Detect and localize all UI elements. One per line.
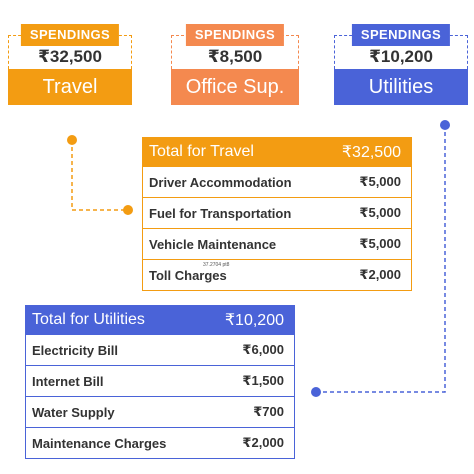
utilities-card-tag: SPENDINGS xyxy=(351,24,451,46)
row-label: Electricity Bill xyxy=(32,342,118,358)
travel-table-title: Total for Travel xyxy=(149,143,254,160)
row-label: Internet Bill xyxy=(32,373,104,389)
row-label: Water Supply xyxy=(32,404,115,420)
row-value: ₹2,000 xyxy=(242,435,284,450)
travel-connector-dot-end xyxy=(123,205,133,215)
travel-table-header: Total for Travel ₹32,500 xyxy=(143,138,411,166)
travel-breakdown-table: Total for Travel ₹32,500 Driver Accommod… xyxy=(142,137,412,291)
utilities-breakdown-table: Total for Utilities ₹10,200 Electricity … xyxy=(25,305,295,459)
utilities-connector-dot-end xyxy=(311,387,321,397)
table-row: Internet Bill ₹1,500 xyxy=(26,365,294,396)
utilities-connector-dot-start xyxy=(440,120,450,130)
row-label: Fuel for Transportation xyxy=(149,205,292,221)
table-row: Water Supply ₹700 xyxy=(26,396,294,427)
row-label: Toll Charges xyxy=(149,267,227,283)
table-row: Electricity Bill ₹6,000 xyxy=(26,334,294,365)
travel-card-tag: SPENDINGS xyxy=(20,24,120,46)
row-label: Vehicle Maintenance xyxy=(149,236,277,252)
row-value: ₹5,000 xyxy=(359,174,401,189)
utilities-connector xyxy=(316,125,446,393)
utilities-card-label: Utilities xyxy=(334,69,468,105)
row-label: Driver Accommodation xyxy=(149,174,292,190)
table-row: Maintenance Charges ₹2,000 xyxy=(26,427,294,458)
table-row: 37.2704 pt8 Toll Charges ₹2,000 xyxy=(143,259,411,290)
row-value: ₹5,000 xyxy=(359,236,401,251)
row-label: Maintenance Charges xyxy=(32,435,167,451)
office-supplies-card: SPENDINGS ₹8,500 Office Sup. xyxy=(171,24,299,106)
size-note: 37.2704 pt8 xyxy=(203,262,230,268)
utilities-card: SPENDINGS ₹10,200 Utilities xyxy=(334,24,468,106)
travel-connector-dot-start xyxy=(67,135,77,145)
office-supplies-card-tag: SPENDINGS xyxy=(185,24,285,46)
row-value: ₹700 xyxy=(253,404,284,419)
utilities-table-header: Total for Utilities ₹10,200 xyxy=(26,306,294,334)
row-value: ₹1,500 xyxy=(242,373,284,388)
table-row: Vehicle Maintenance ₹5,000 xyxy=(143,228,411,259)
row-value: ₹2,000 xyxy=(359,267,401,282)
travel-table-total: ₹32,500 xyxy=(341,144,401,161)
utilities-table-title: Total for Utilities xyxy=(32,311,145,328)
office-supplies-card-label: Office Sup. xyxy=(171,69,299,105)
utilities-table-total: ₹10,200 xyxy=(224,312,284,329)
travel-card-label: Travel xyxy=(8,69,132,105)
table-row: Driver Accommodation ₹5,000 xyxy=(143,166,411,197)
table-row: Fuel for Transportation ₹5,000 xyxy=(143,197,411,228)
travel-card: SPENDINGS ₹32,500 Travel xyxy=(8,24,132,106)
row-value: ₹6,000 xyxy=(242,342,284,357)
travel-connector xyxy=(71,140,128,211)
row-value: ₹5,000 xyxy=(359,205,401,220)
